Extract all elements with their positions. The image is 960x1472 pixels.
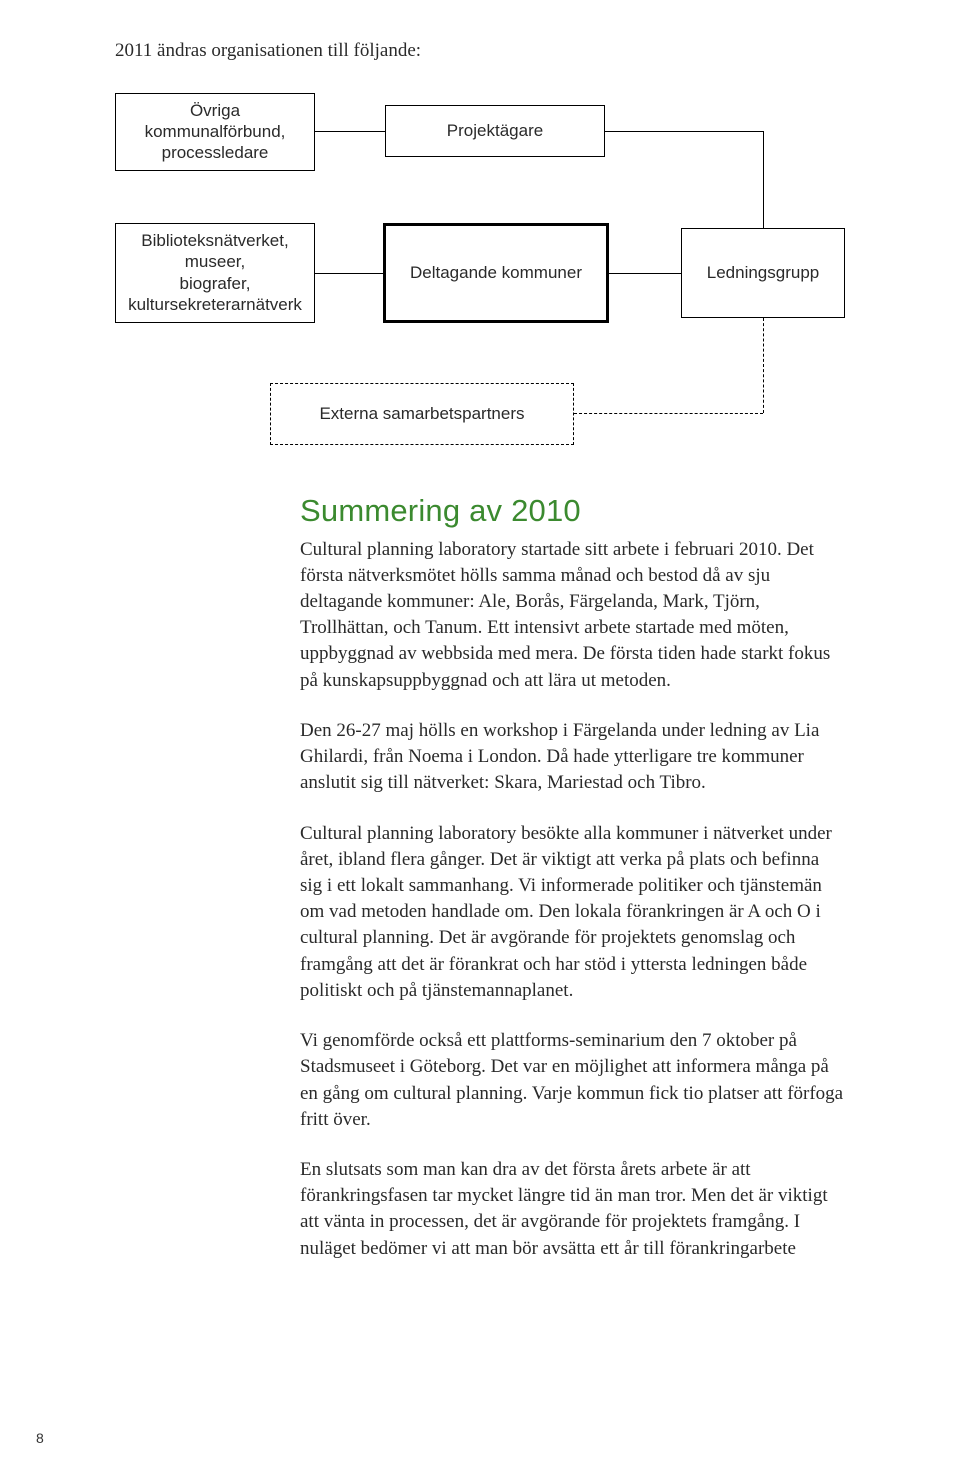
intro-text: 2011 ändras organisationen till följande…	[115, 38, 845, 65]
diagram-connector	[605, 131, 763, 132]
diagram-connector	[315, 131, 385, 132]
paragraph: Den 26-27 maj hölls en workshop i Färgel…	[300, 718, 845, 797]
diagram-node: Projektägare	[385, 105, 605, 157]
diagram-node: Biblioteksnätverket, museer, biografer, …	[115, 223, 315, 323]
diagram-connector	[609, 273, 681, 274]
diagram-connector	[763, 318, 764, 413]
section-title: Summering av 2010	[300, 493, 845, 529]
paragraph: En slutsats som man kan dra av det först…	[300, 1157, 845, 1262]
diagram-connector	[574, 413, 763, 414]
diagram-node: Övriga kommunalförbund, processledare	[115, 93, 315, 171]
org-diagram: Övriga kommunalförbund, processledare Pro…	[115, 93, 845, 453]
page-number: 8	[36, 1430, 44, 1446]
paragraph: Cultural planning laboratory startade si…	[300, 537, 845, 694]
diagram-node: Externa samarbetspartners	[270, 383, 574, 445]
diagram-node: Deltagande kommuner	[383, 223, 609, 323]
diagram-connector	[315, 273, 383, 274]
page: 2011 ändras organisationen till följande…	[0, 0, 960, 1472]
paragraph: Cultural planning laboratory besökte all…	[300, 821, 845, 1005]
diagram-node: Ledningsgrupp	[681, 228, 845, 318]
diagram-connector	[763, 131, 764, 228]
paragraph: Vi genomförde också ett plattforms-semin…	[300, 1028, 845, 1133]
content-column: Summering av 2010 Cultural planning labo…	[300, 493, 845, 1262]
